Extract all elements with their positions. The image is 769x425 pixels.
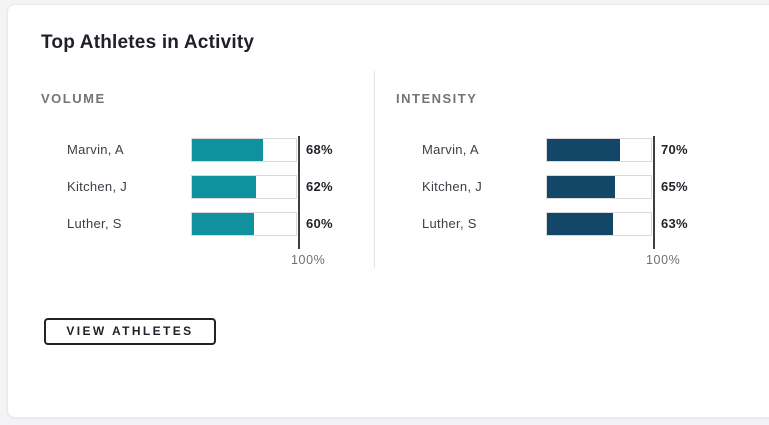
- value-label: 62%: [306, 179, 333, 194]
- chart-row: Marvin, A 68%: [41, 138, 381, 162]
- bar-fill: [192, 213, 255, 235]
- section-divider: [374, 71, 375, 268]
- volume-chart-header: VOLUME: [41, 91, 106, 106]
- value-label: 65%: [661, 179, 688, 194]
- athlete-label: Marvin, A: [422, 142, 479, 157]
- axis-max-label: 100%: [646, 253, 681, 267]
- intensity-chart-header: INTENSITY: [396, 91, 478, 106]
- intensity-chart: INTENSITY Marvin, A 70% Kitchen, J 65% L…: [396, 89, 736, 279]
- bar-fill: [192, 139, 263, 161]
- axis-line-100: [653, 136, 655, 249]
- top-athletes-card: Top Athletes in Activity VOLUME Marvin, …: [7, 4, 769, 418]
- bar-track: [191, 175, 297, 199]
- athlete-label: Luther, S: [422, 216, 477, 231]
- athlete-label: Marvin, A: [67, 142, 124, 157]
- bar-track: [191, 138, 297, 162]
- bar-track: [546, 175, 652, 199]
- bar-fill: [547, 213, 613, 235]
- chart-row: Kitchen, J 62%: [41, 175, 381, 199]
- value-label: 60%: [306, 216, 333, 231]
- bar-fill: [547, 139, 620, 161]
- value-label: 68%: [306, 142, 333, 157]
- card-title: Top Athletes in Activity: [41, 32, 255, 53]
- view-athletes-button[interactable]: VIEW ATHLETES: [44, 318, 216, 345]
- athlete-label: Luther, S: [67, 216, 122, 231]
- chart-row: Marvin, A 70%: [396, 138, 736, 162]
- bar-fill: [547, 176, 615, 198]
- chart-rows: Marvin, A 68% Kitchen, J 62% Luther, S 6…: [41, 138, 381, 249]
- chart-row: Luther, S 60%: [41, 212, 381, 236]
- axis-max-label: 100%: [291, 253, 326, 267]
- bar-track: [546, 138, 652, 162]
- chart-row: Luther, S 63%: [396, 212, 736, 236]
- bar-track: [191, 212, 297, 236]
- chart-row: Kitchen, J 65%: [396, 175, 736, 199]
- volume-chart: VOLUME Marvin, A 68% Kitchen, J 62% Luth…: [41, 89, 381, 279]
- value-label: 70%: [661, 142, 688, 157]
- athlete-label: Kitchen, J: [422, 179, 483, 194]
- bar-fill: [192, 176, 257, 198]
- athlete-label: Kitchen, J: [67, 179, 128, 194]
- value-label: 63%: [661, 216, 688, 231]
- chart-rows: Marvin, A 70% Kitchen, J 65% Luther, S 6…: [396, 138, 736, 249]
- bar-track: [546, 212, 652, 236]
- axis-line-100: [298, 136, 300, 249]
